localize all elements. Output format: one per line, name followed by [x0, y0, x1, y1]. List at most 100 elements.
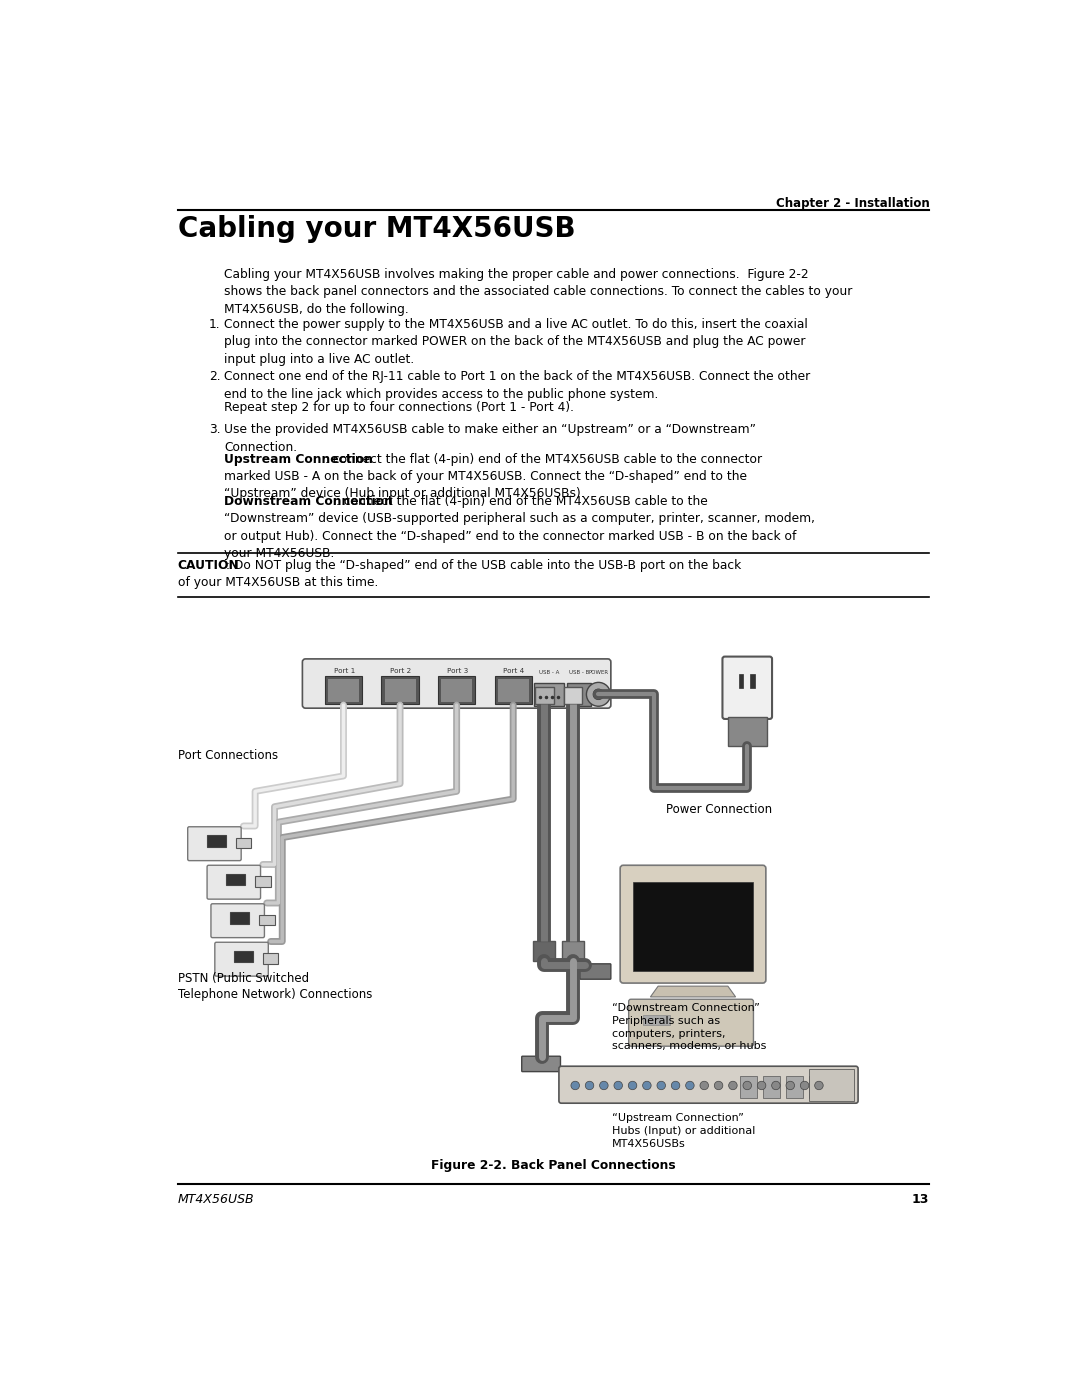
Text: “Downstream” device (USB-supported peripheral such as a computer, printer, scann: “Downstream” device (USB-supported perip…: [225, 513, 815, 525]
Text: “Upstream” device (Hub input or additional MT4X56USBs).: “Upstream” device (Hub input or addition…: [225, 488, 584, 500]
Bar: [567, 683, 591, 705]
Bar: [381, 676, 419, 704]
Text: Power Connection: Power Connection: [666, 803, 772, 816]
Text: of your MT4X56USB at this time.: of your MT4X56USB at this time.: [177, 576, 378, 590]
Text: Port 3: Port 3: [447, 668, 468, 675]
Bar: [633, 882, 754, 971]
Polygon shape: [650, 986, 735, 997]
Circle shape: [672, 1081, 679, 1090]
Text: “Upstream Connection”
Hubs (Input) or additional
MT4X56USBs: “Upstream Connection” Hubs (Input) or ad…: [611, 1113, 755, 1148]
Text: 13: 13: [912, 1193, 930, 1206]
Circle shape: [571, 1081, 580, 1090]
Circle shape: [657, 1081, 665, 1090]
FancyBboxPatch shape: [629, 999, 754, 1046]
Circle shape: [714, 1081, 723, 1090]
Bar: [262, 953, 279, 964]
Bar: [728, 717, 767, 746]
FancyBboxPatch shape: [580, 964, 611, 979]
Text: : connect the flat (4-pin) end of the MT4X56USB cable to the connector: : connect the flat (4-pin) end of the MT…: [325, 453, 762, 465]
Text: Connect one end of the RJ-11 cable to Port 1 on the back of the MT4X56USB. Conne: Connect one end of the RJ-11 cable to Po…: [225, 370, 810, 401]
Text: Chapter 2 - Installation: Chapter 2 - Installation: [775, 197, 930, 210]
Circle shape: [686, 1081, 694, 1090]
Bar: [230, 912, 248, 923]
Bar: [739, 675, 743, 689]
FancyBboxPatch shape: [215, 942, 268, 977]
Bar: [207, 835, 226, 847]
Circle shape: [629, 1081, 637, 1090]
FancyBboxPatch shape: [620, 865, 766, 983]
Bar: [535, 683, 564, 705]
Text: 3.: 3.: [208, 423, 220, 436]
Text: Connect the power supply to the MT4X56USB and a live AC outlet. To do this, inse: Connect the power supply to the MT4X56US…: [225, 317, 808, 366]
Bar: [809, 1076, 826, 1098]
Bar: [438, 676, 475, 704]
Text: Port 2: Port 2: [390, 668, 411, 675]
Bar: [786, 1076, 804, 1098]
Text: your MT4X56USB.: your MT4X56USB.: [225, 546, 335, 560]
FancyBboxPatch shape: [723, 657, 772, 719]
FancyBboxPatch shape: [559, 1066, 859, 1104]
Text: 1.: 1.: [208, 317, 220, 331]
Text: Downstream Connection: Downstream Connection: [225, 495, 393, 509]
Circle shape: [772, 1081, 780, 1090]
Text: USB - A: USB - A: [539, 669, 559, 675]
Text: Repeat step 2 for up to four connections (Port 1 - Port 4).: Repeat step 2 for up to four connections…: [225, 401, 575, 414]
Circle shape: [757, 1081, 766, 1090]
FancyBboxPatch shape: [522, 1056, 561, 1071]
FancyBboxPatch shape: [207, 865, 260, 900]
Bar: [235, 838, 252, 848]
Circle shape: [786, 1081, 795, 1090]
Bar: [384, 679, 416, 703]
Circle shape: [599, 1081, 608, 1090]
Bar: [255, 876, 271, 887]
Text: Figure 2-2. Back Panel Connections: Figure 2-2. Back Panel Connections: [431, 1160, 676, 1172]
Bar: [740, 1076, 757, 1098]
Circle shape: [700, 1081, 708, 1090]
Bar: [809, 1069, 854, 1101]
Circle shape: [800, 1081, 809, 1090]
Bar: [234, 951, 253, 963]
Text: 2.: 2.: [208, 370, 220, 383]
Text: or output Hub). Connect the “D-shaped” end to the connector marked USB - B on th: or output Hub). Connect the “D-shaped” e…: [225, 529, 797, 542]
Text: : Do NOT plug the “D-shaped” end of the USB cable into the USB-B port on the bac: : Do NOT plug the “D-shaped” end of the …: [226, 559, 741, 571]
Text: : connect the flat (4-pin) end of the MT4X56USB cable to the: : connect the flat (4-pin) end of the MT…: [337, 495, 708, 509]
Bar: [762, 1076, 780, 1098]
Bar: [534, 942, 555, 961]
Text: Use the provided MT4X56USB cable to make either an “Upstream” or a “Downstream”
: Use the provided MT4X56USB cable to make…: [225, 423, 756, 454]
Text: Port Connections: Port Connections: [177, 749, 278, 761]
Text: “Downstream Connection”
Peripherals such as
computers, printers,
scanners, modem: “Downstream Connection” Peripherals such…: [611, 1003, 766, 1052]
Bar: [441, 679, 472, 703]
Bar: [328, 679, 359, 703]
Bar: [643, 1016, 670, 1024]
Circle shape: [593, 689, 604, 700]
Text: Cabling your MT4X56USB involves making the proper cable and power connections.  : Cabling your MT4X56USB involves making t…: [225, 268, 852, 316]
Bar: [259, 915, 274, 925]
FancyBboxPatch shape: [302, 659, 611, 708]
Circle shape: [743, 1081, 752, 1090]
Bar: [562, 942, 583, 961]
Text: marked USB - A on the back of your MT4X56USB. Connect the “D-shaped” end to the: marked USB - A on the back of your MT4X5…: [225, 469, 747, 483]
Circle shape: [585, 1081, 594, 1090]
Text: Port 1: Port 1: [334, 668, 355, 675]
Bar: [564, 687, 582, 704]
Text: USB - B: USB - B: [569, 669, 590, 675]
Text: Port 4: Port 4: [503, 668, 525, 675]
Circle shape: [729, 1081, 738, 1090]
Text: PSTN (Public Switched
Telephone Network) Connections: PSTN (Public Switched Telephone Network)…: [177, 972, 372, 1002]
Bar: [227, 873, 245, 886]
Text: Upstream Connection: Upstream Connection: [225, 453, 373, 465]
Text: CAUTION: CAUTION: [177, 559, 240, 571]
Bar: [495, 676, 531, 704]
Circle shape: [814, 1081, 823, 1090]
FancyBboxPatch shape: [188, 827, 241, 861]
Text: Cabling your MT4X56USB: Cabling your MT4X56USB: [177, 215, 576, 243]
Circle shape: [613, 1081, 622, 1090]
Circle shape: [586, 682, 610, 707]
Text: POWER: POWER: [589, 669, 608, 675]
Bar: [325, 676, 362, 704]
Bar: [751, 675, 755, 689]
Text: MT4X56USB: MT4X56USB: [177, 1193, 254, 1206]
Bar: [535, 687, 554, 704]
Circle shape: [643, 1081, 651, 1090]
Bar: [498, 679, 529, 703]
